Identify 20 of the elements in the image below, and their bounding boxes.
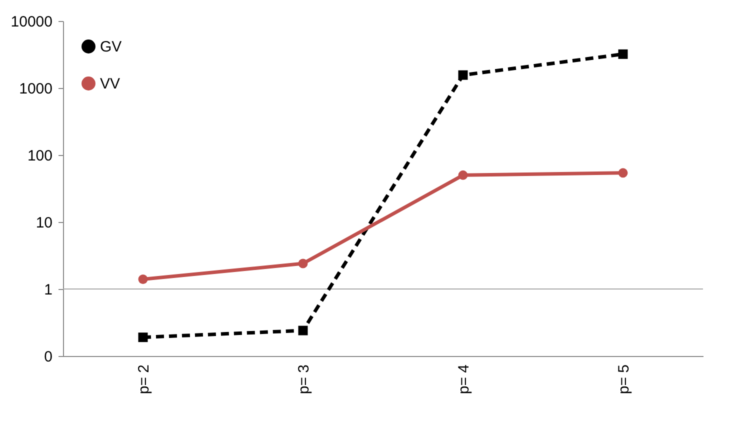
y-tick-label: 10000 <box>10 14 52 30</box>
point <box>458 170 468 180</box>
y-tick-label: 100 <box>27 148 52 164</box>
x-tick-label: p= 5 <box>616 364 632 394</box>
x-tick-label: p= 3 <box>296 364 312 394</box>
point <box>298 326 308 336</box>
point <box>298 258 308 268</box>
x-tick-label: p= 4 <box>456 364 472 394</box>
point <box>618 168 628 178</box>
x-tick-label: p= 2 <box>136 364 152 394</box>
legend-label: VV <box>100 76 120 92</box>
point <box>618 49 628 59</box>
legend-label: GV <box>100 38 122 56</box>
y-tick-label: 0 <box>44 348 52 366</box>
y-tick-label: 1 <box>44 282 52 298</box>
point <box>138 274 148 284</box>
point <box>138 332 148 342</box>
point <box>458 70 468 80</box>
y-tick-label: 1000 <box>19 80 52 98</box>
y-tick-label: 10 <box>36 214 52 232</box>
